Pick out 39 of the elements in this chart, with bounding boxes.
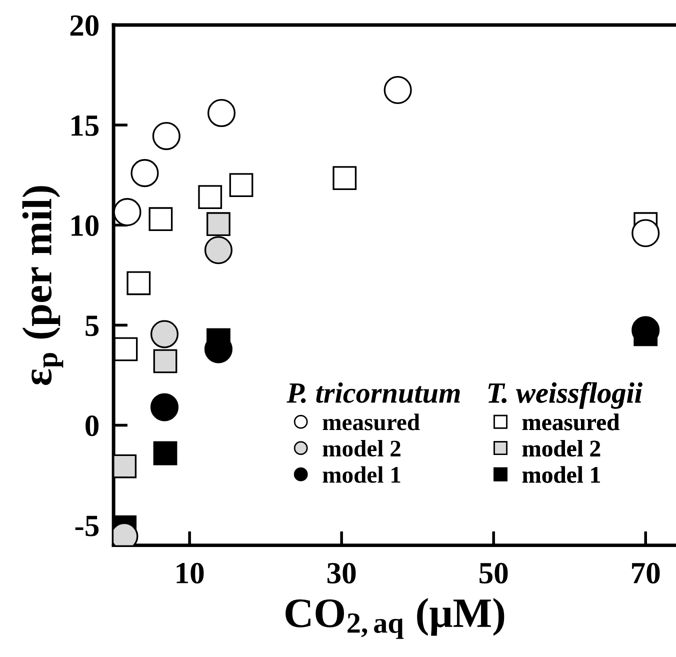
x-tick-label: 10: [176, 562, 204, 584]
point: [114, 454, 137, 478]
point: [150, 393, 179, 422]
point: [207, 98, 236, 128]
y-tick-label: 0: [86, 416, 99, 436]
legend-label: measured: [322, 414, 420, 430]
point: [114, 337, 138, 362]
annotation: P. tricornutum: [286, 382, 460, 404]
point: [229, 173, 254, 198]
point: [204, 236, 232, 264]
point: [332, 166, 357, 190]
legend-label: model 1: [522, 466, 600, 483]
x-axis-title: CO$_{2,aq}$ (μM): [286, 598, 504, 639]
legend-label: measured: [522, 414, 620, 430]
y-axis-title: ε$_{p}$ (per mil): [22, 186, 64, 386]
point: [206, 212, 230, 236]
legend-label: model 1: [322, 466, 400, 483]
point: [198, 185, 222, 210]
y-tick-label: 5: [86, 316, 99, 336]
x-tick-label: 50: [480, 562, 508, 584]
point: [150, 320, 179, 348]
legend-label: model 2: [322, 440, 400, 457]
annotation: T. weissflogii: [488, 382, 642, 409]
legend-label: model 2: [522, 440, 600, 457]
point: [130, 159, 159, 188]
y-tick-label: 10: [72, 215, 99, 236]
point: [114, 198, 142, 226]
y-tick-label: 20: [70, 15, 99, 36]
y-tick-label: -5: [75, 516, 99, 536]
point: [384, 76, 412, 104]
x-tick-label: 70: [632, 562, 660, 584]
point: [153, 441, 178, 466]
point: [126, 271, 151, 296]
point: [152, 122, 180, 150]
point: [632, 219, 660, 248]
point: [148, 207, 173, 232]
x-tick-label: 30: [327, 562, 356, 584]
y-tick-label: 15: [72, 115, 99, 136]
point: [153, 349, 178, 374]
